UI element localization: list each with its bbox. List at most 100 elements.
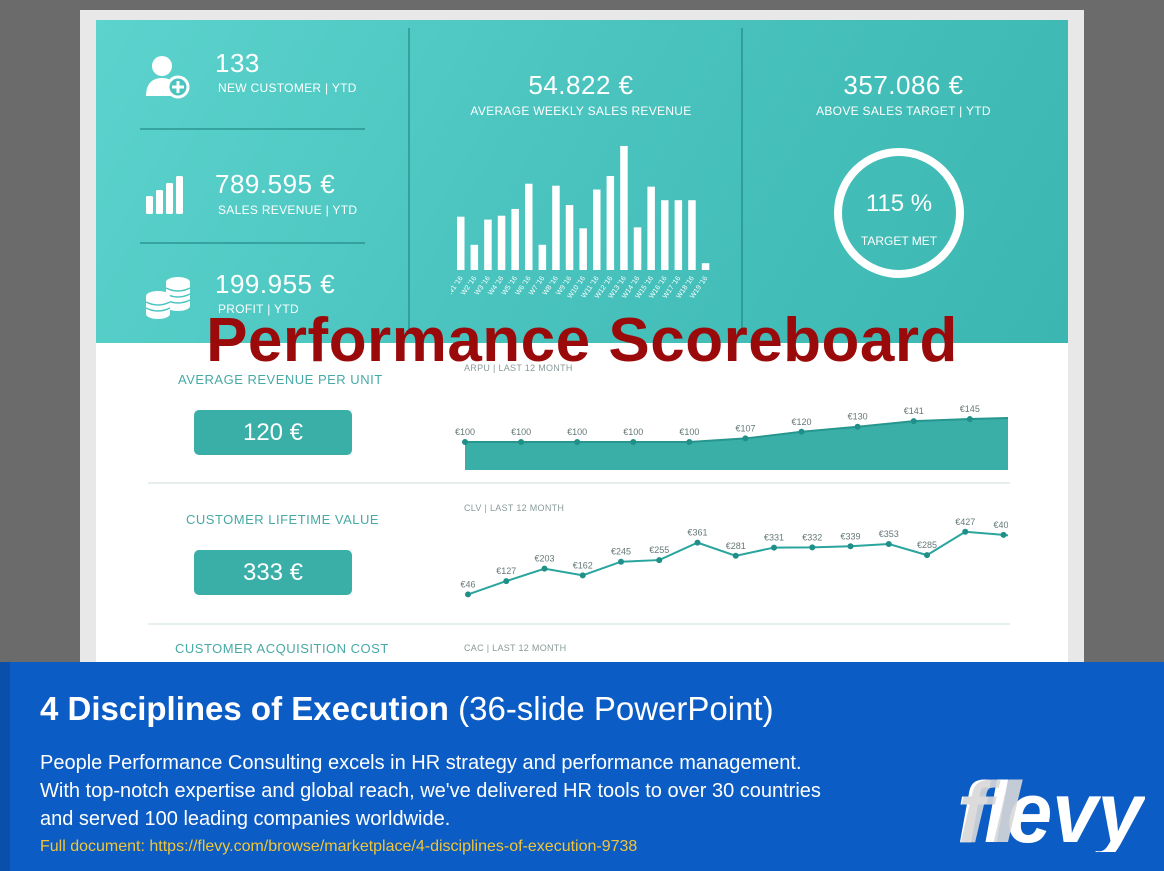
- banner-desc-line: and served 100 leading companies worldwi…: [40, 808, 451, 830]
- arpu-point: [910, 418, 917, 425]
- clv-data-label: €162: [573, 560, 593, 570]
- kpi-new-customers-label: NEW CUSTOMER | YTD: [218, 81, 357, 95]
- overlay-title: Performance Scoreboard: [206, 306, 958, 375]
- clv-point: [541, 565, 548, 572]
- weekly-bar: [606, 175, 615, 270]
- clv-point: [618, 558, 624, 565]
- clv-data-label: €361: [687, 528, 707, 538]
- clv-line-chart: €46 €127 €203 €162 €245 €255 €361 €281 €331 €332 €…: [460, 517, 1008, 598]
- teal-header-panel: 133 NEW CUSTOMER | YTD 789.595 € SALES R…: [96, 20, 1068, 343]
- arpu-point: [574, 439, 581, 445]
- arpu-point: [630, 439, 637, 445]
- svg-text:fl: fl: [957, 765, 1024, 852]
- arpu-point: [462, 439, 468, 445]
- weekly-bar: [457, 216, 465, 270]
- clv-data-label: €281: [726, 541, 746, 551]
- arpu-data-label: €107: [735, 423, 755, 433]
- slide: 133 NEW CUSTOMER | YTD 789.595 € SALES R…: [96, 20, 1068, 670]
- arpu-data-label: €145: [960, 404, 980, 414]
- arpu-data-label: €100: [623, 427, 643, 437]
- weekly-sales-value: 54.822 €: [528, 70, 634, 100]
- weekly-bar: [470, 244, 479, 270]
- clv-data-label: €255: [649, 545, 669, 555]
- clv-data-label: €46: [460, 579, 475, 589]
- banner-desc-line: People Performance Consulting excels in …: [40, 752, 802, 774]
- clv-point: [771, 544, 777, 551]
- coins-icon: [145, 277, 191, 319]
- arpu-data-label: €130: [848, 412, 868, 422]
- clv-point: [503, 578, 510, 585]
- target-value: 357.086 €: [843, 70, 964, 100]
- arpu-label: AVERAGE REVENUE PER UNIT: [178, 372, 383, 387]
- arpu-data-label: €100: [511, 427, 531, 437]
- arpu-point: [686, 439, 693, 445]
- weekly-bar: [552, 185, 560, 270]
- clv-point: [579, 572, 586, 579]
- kpi-divider: [140, 128, 365, 130]
- arpu-chart-label: ARPU | LAST 12 MONTH: [464, 363, 573, 373]
- arpu-data-label: €141: [904, 406, 924, 416]
- weekly-bar: [511, 208, 519, 270]
- clv-data-label: €408: [993, 520, 1008, 530]
- arpu-data-label: €100: [455, 427, 475, 437]
- clv-point: [656, 557, 663, 564]
- clv-data-label: €339: [840, 531, 860, 541]
- clv-data-label: €353: [879, 529, 899, 539]
- clv-data-label: €245: [611, 547, 631, 557]
- banner-title: 4 Disciplines of Execution (36-slide Pow…: [40, 690, 774, 728]
- clv-data-label: €427: [955, 517, 975, 527]
- weekly-sales-label: AVERAGE WEEKLY SALES REVENUE: [470, 104, 692, 118]
- weekly-bar: [579, 228, 587, 270]
- arpu-area-chart: €100 €100 €100 €100 €100 €107 €120 €130 €141 €145…: [455, 404, 1008, 470]
- arpu-point: [798, 428, 805, 435]
- kpi-sales-revenue-label: SALES REVENUE | YTD: [218, 203, 358, 217]
- target-ring: 115 % TARGET MET: [834, 148, 964, 278]
- target-label: ABOVE SALES TARGET | YTD: [816, 104, 991, 118]
- banner-desc-line: With top-notch expertise and global reac…: [40, 780, 821, 802]
- clv-point: [809, 544, 816, 551]
- clv-point: [732, 552, 739, 559]
- weekly-bar: [661, 200, 669, 270]
- arpu-data-label: €120: [792, 417, 812, 427]
- add-user-icon: [146, 56, 190, 99]
- clv-chart-label: CLV | LAST 12 MONTH: [464, 503, 565, 513]
- clv-label: CUSTOMER LIFETIME VALUE: [186, 512, 380, 527]
- clv-point: [885, 540, 892, 547]
- bar-chart-icon: [146, 176, 183, 214]
- cac-label: CUSTOMER ACQUISITION COST: [175, 641, 389, 656]
- kpi-profit-label: PROFIT | YTD: [218, 302, 299, 316]
- section-divider: [148, 482, 1010, 484]
- weekly-bar: [688, 200, 696, 270]
- arpu-data-label: €100: [567, 427, 587, 437]
- arpu-point: [854, 423, 861, 430]
- clv-data-label: €127: [496, 566, 516, 576]
- clv-data-label: €331: [764, 533, 784, 543]
- arpu-area: [465, 418, 1008, 470]
- clv-point: [847, 543, 854, 550]
- arpu-point: [518, 439, 525, 445]
- section-divider: [148, 623, 1010, 625]
- banner-title-bold: 4 Disciplines of Execution: [40, 690, 449, 727]
- clv-point: [465, 591, 471, 598]
- weekly-bar: [565, 205, 574, 270]
- info-banner: [0, 662, 1164, 871]
- weekly-bar: [497, 215, 506, 270]
- target-ring-label: TARGET MET: [860, 234, 938, 248]
- column-divider: [741, 28, 743, 333]
- flevy-logo: flevy fl: [957, 765, 1145, 852]
- clv-value: 333 €: [194, 550, 352, 595]
- full-document-link[interactable]: Full document: https://flevy.com/browse/…: [40, 838, 638, 855]
- banner-edge: [0, 662, 10, 871]
- clv-data-label: €285: [917, 540, 937, 550]
- weekly-bar: [674, 200, 683, 270]
- kpi-profit-value: 199.955 €: [215, 269, 336, 299]
- target-ring-value: 115 %: [865, 190, 933, 217]
- svg-text:flevy: flevy: [957, 765, 1145, 852]
- clv-data-label: €203: [534, 554, 554, 564]
- cac-chart-label: CAC | LAST 12 MONTH: [464, 643, 567, 653]
- arpu-value: 120 €: [194, 410, 352, 455]
- weekly-bar: [701, 263, 710, 270]
- arpu-data-label: €100: [679, 427, 699, 437]
- clv-point: [924, 552, 930, 559]
